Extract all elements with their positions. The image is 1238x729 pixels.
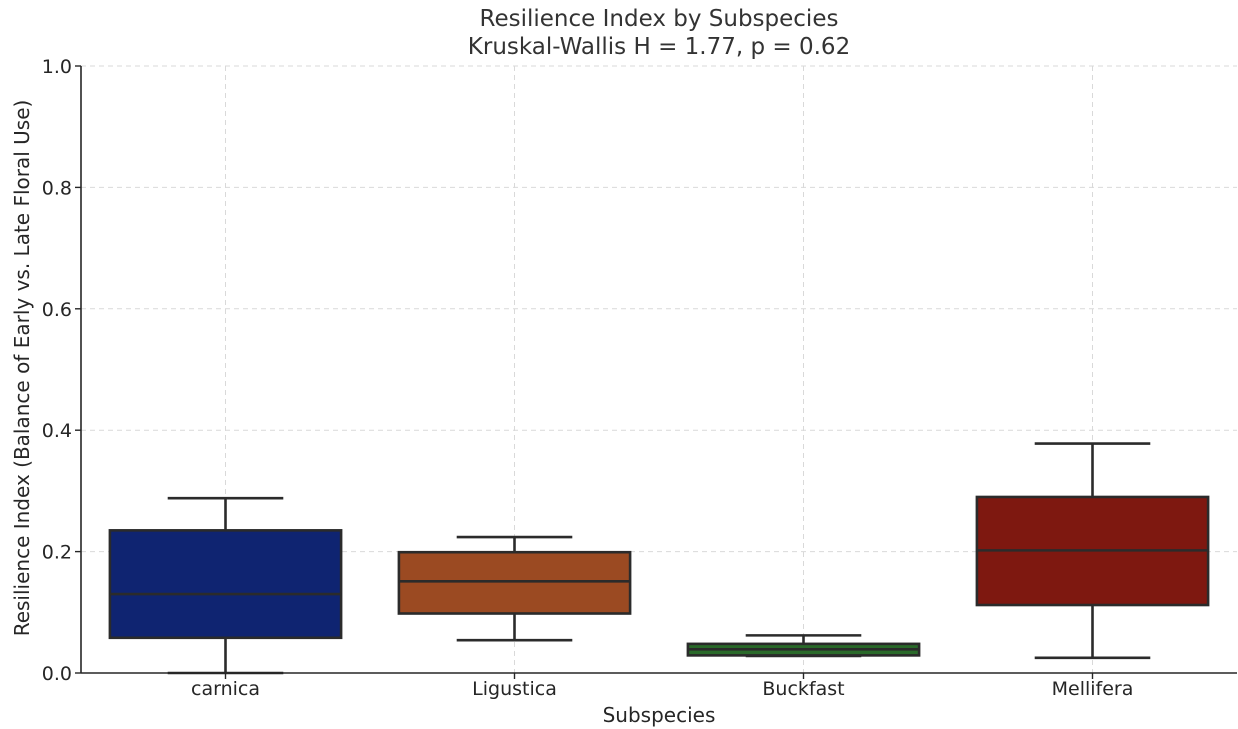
y-tick-label: 1.0 [42, 56, 72, 78]
box-layer [108, 442, 1210, 675]
chart-title: Resilience Index by Subspecies [480, 6, 839, 32]
x-tick-label-buckfast: Buckfast [762, 678, 844, 700]
x-tick-label-mellifera: Mellifera [1052, 678, 1134, 700]
y-tick-label: 0.2 [42, 542, 72, 564]
chart-subtitle: Kruskal-Wallis H = 1.77, p = 0.62 [468, 34, 850, 60]
axis-layer: 0.0 0.2 0.4 0.6 0.8 1.0 carnica Ligustica Buckfa… [42, 56, 1237, 700]
y-tick-label: 0.8 [42, 177, 72, 199]
y-tick-label: 0.0 [42, 663, 72, 685]
iqr-box [397, 550, 632, 615]
x-axis-label: Subspecies [603, 703, 716, 727]
y-axis-label: Resilience Index (Balance of Early vs. L… [10, 100, 34, 637]
iqr-box [108, 529, 343, 640]
y-tick-label: 0.6 [42, 299, 72, 321]
x-tick-label-carnica: carnica [191, 678, 260, 700]
y-tick-label: 0.4 [42, 420, 72, 442]
x-tick-label-ligustica: Ligustica [472, 678, 557, 700]
box-buckfast [686, 634, 921, 658]
box-carnica [108, 496, 343, 675]
box-mellifera [975, 442, 1210, 660]
box-ligustica [397, 535, 632, 642]
